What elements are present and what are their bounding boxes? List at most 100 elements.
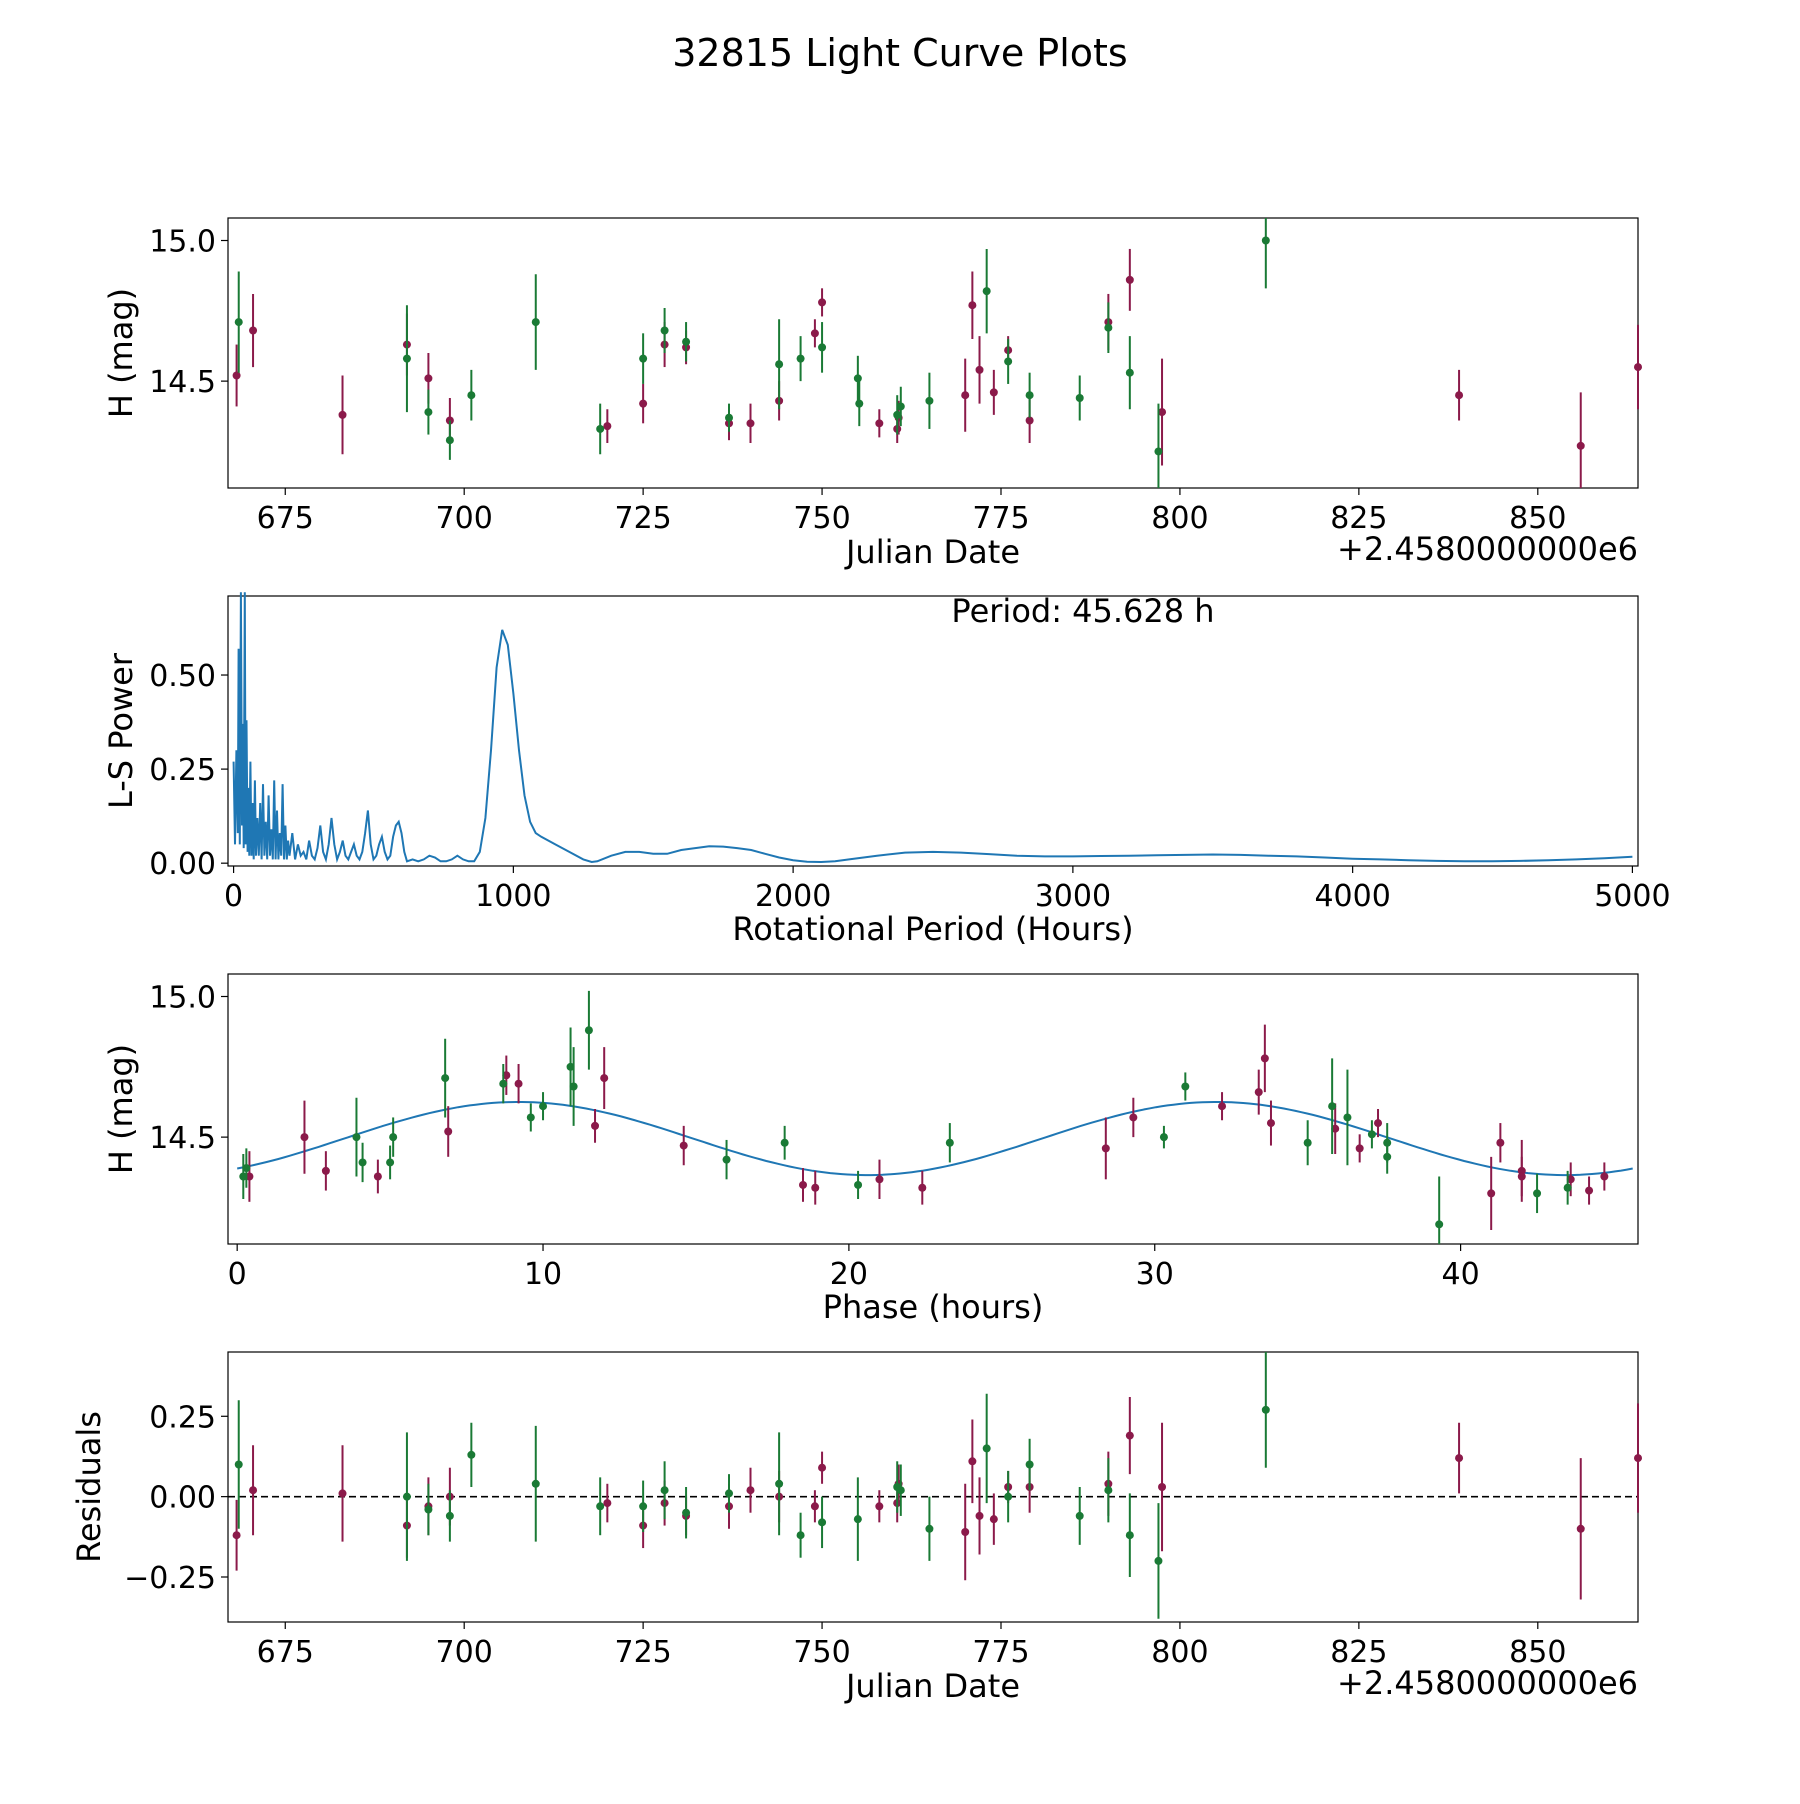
green-data-point — [1125, 1531, 1134, 1540]
x-tick-label: 5000 — [1594, 879, 1670, 914]
maroon-data-point — [875, 1502, 884, 1511]
maroon-data-point — [1025, 416, 1034, 425]
green-data-point — [499, 1079, 508, 1088]
periodogram-ticks: 0 1000 2000 3000 4000 5000 0.00 0.25 0.50 — [149, 659, 1670, 914]
y-tick-label: 15.0 — [149, 225, 216, 260]
green-data-point — [531, 318, 540, 327]
maroon-data-point — [746, 1486, 755, 1495]
maroon-data-point — [918, 1183, 927, 1192]
x-tick-label: 675 — [257, 1635, 314, 1670]
maroon-data-point — [373, 1172, 382, 1181]
maroon-data-point — [818, 298, 827, 307]
fit-curve — [237, 1101, 1633, 1177]
green-data-point — [853, 374, 862, 383]
green-data-point — [1075, 1511, 1084, 1520]
phased-ticks: 0 10 20 30 40 14.5 15.0 — [149, 981, 1479, 1293]
green-data-point — [242, 1164, 251, 1173]
green-data-point — [596, 424, 605, 433]
x-tick-label: 10 — [524, 1257, 562, 1292]
maroon-data-point — [1266, 1119, 1275, 1128]
green-data-point — [1563, 1183, 1572, 1192]
green-data-point — [526, 1113, 535, 1122]
x-tick-label: 850 — [1509, 501, 1566, 536]
green-data-point — [1104, 1486, 1113, 1495]
green-data-point — [853, 1515, 862, 1524]
green-data-point — [389, 1133, 398, 1142]
x-tick-label: 775 — [972, 501, 1029, 536]
figure-title: 32815 Light Curve Plots — [672, 31, 1127, 75]
green-data-point — [796, 1531, 805, 1540]
maroon-data-point — [591, 1121, 600, 1130]
green-data-point — [1181, 1082, 1190, 1091]
lightcurve-ylabel: H (mag) — [102, 288, 140, 418]
maroon-data-point — [444, 1127, 453, 1136]
maroon-data-point — [1331, 1124, 1340, 1133]
residuals-plot-area — [227, 1351, 1639, 1623]
green-data-point — [660, 1486, 669, 1495]
x-tick-label: 700 — [436, 501, 493, 536]
green-data-point — [1328, 1102, 1337, 1111]
maroon-data-point — [1634, 363, 1642, 372]
maroon-data-point — [810, 329, 819, 338]
phased-xlabel: Phase (hours) — [823, 1288, 1044, 1326]
maroon-data-point — [603, 1499, 612, 1508]
x-tick-label: 750 — [793, 1635, 850, 1670]
green-data-point — [639, 1502, 648, 1511]
green-data-point — [1261, 1405, 1270, 1414]
maroon-data-point — [1487, 1189, 1496, 1198]
periodogram-xlabel: Rotational Period (Hours) — [732, 910, 1133, 948]
maroon-data-point — [245, 1172, 254, 1181]
maroon-data-point — [1158, 408, 1167, 417]
green-data-point — [1435, 1220, 1444, 1229]
green-data-point — [1004, 1492, 1013, 1501]
y-tick-label: 0.25 — [149, 1400, 216, 1435]
green-data-point — [531, 1479, 540, 1488]
maroon-data-point — [975, 365, 984, 374]
maroon-data-point — [603, 422, 612, 431]
lightcurve-offset-text: +2.4580000000e6 — [1337, 530, 1638, 568]
green-data-point — [722, 1155, 731, 1164]
green-data-point — [682, 1508, 691, 1517]
green-data-point — [818, 1518, 827, 1527]
phased-panel: 0 10 20 30 40 14.5 15.0 Phase (hours) H (mag) — [102, 973, 1639, 1326]
maroon-data-point — [875, 1175, 884, 1184]
maroon-data-point — [1455, 1454, 1464, 1463]
green-data-point — [1125, 368, 1134, 377]
x-tick-label: 850 — [1509, 1635, 1566, 1670]
residuals-ticks: 675 700 725 750 775 800 825 850 −0.25 0.00 0.25 — [124, 1400, 1566, 1670]
green-data-point — [775, 1479, 784, 1488]
maroon-data-point — [1125, 1431, 1134, 1440]
green-data-point — [539, 1102, 548, 1111]
green-data-point — [445, 436, 454, 445]
green-data-point — [566, 1062, 575, 1071]
y-tick-label: 14.5 — [149, 1121, 216, 1156]
green-data-point — [1025, 1460, 1034, 1469]
green-data-point — [445, 1511, 454, 1520]
maroon-data-point — [989, 388, 998, 397]
green-data-point — [386, 1158, 395, 1167]
lightcurve-marks — [232, 218, 1642, 488]
green-data-point — [1533, 1189, 1542, 1198]
x-tick-label: 2000 — [755, 879, 831, 914]
x-tick-label: 800 — [1151, 501, 1208, 536]
green-data-point — [925, 396, 934, 405]
residuals-ylabel: Residuals — [70, 1411, 108, 1563]
y-tick-label: 15.0 — [149, 981, 216, 1016]
green-data-point — [945, 1138, 954, 1147]
maroon-data-point — [1576, 441, 1585, 450]
maroon-data-point — [1496, 1138, 1505, 1147]
green-data-point — [1154, 1556, 1163, 1565]
maroon-data-point — [639, 399, 648, 408]
y-tick-label: 0.25 — [149, 753, 216, 788]
green-data-point — [896, 402, 905, 411]
green-data-point — [639, 354, 648, 363]
green-data-point — [660, 326, 669, 335]
green-data-point — [1025, 391, 1034, 400]
green-data-point — [424, 1505, 433, 1514]
green-data-point — [1075, 394, 1084, 402]
maroon-data-point — [424, 374, 433, 383]
green-data-point — [1104, 323, 1113, 332]
green-data-point — [467, 391, 476, 400]
periodogram-ylabel: L-S Power — [102, 652, 140, 809]
